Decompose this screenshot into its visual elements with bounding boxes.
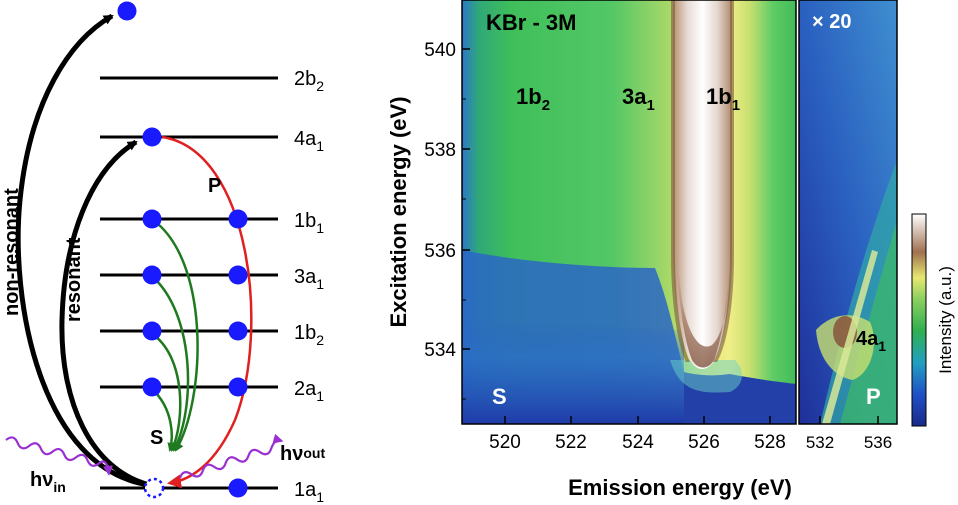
peak-label-1b1: 1b1 [706,84,740,114]
p-panel [799,0,897,424]
electron-4a1 [142,127,162,147]
electron-2a1-right [228,377,248,397]
electron-1b2-left [142,321,162,341]
s-label: S [150,427,163,449]
electron-1b2-right [228,321,248,341]
electron-1a1-right [228,478,248,498]
s-decay-arrow-3a1 [155,279,190,452]
peak-label-1b2: 1b2 [516,84,550,114]
label-2b2: 2b2 [294,68,324,94]
label-3a1: 3a1 [294,266,324,292]
electron-2a1-left [142,377,162,397]
x-axis: 520 522 524 526 528 532 536 [489,416,892,453]
colorbar [911,213,927,427]
energy-level-diagram: 2b2 4a1 1b1 3a1 1b2 2a1 1a1 [1,1,325,505]
y-tick-534: 534 [424,340,456,361]
non-resonant-label: non-resonant [1,188,23,316]
label-1b2: 1b2 [294,322,324,348]
peak-label-4a1: 4a1 [856,328,886,354]
resonant-label: resonant [63,237,85,322]
label-1a1: 1a1 [294,479,324,505]
rixs-map: KBr - 3M × 20 S P 1b2 3a1 1b1 4a1 534 53… [386,0,955,500]
electron-3a1-right [228,265,248,285]
p-decay-arrow [161,135,253,489]
label-4a1: 4a1 [294,128,324,154]
photon-out-wave [178,433,284,479]
x-tick-524: 524 [622,432,654,453]
map-title: KBr - 3M [486,10,576,35]
x-tick-520: 520 [489,432,521,453]
peak-1b1 [673,0,732,369]
label-2a1: 2a1 [294,378,324,404]
s-decay-arrow-1b1 [157,223,199,452]
x-tick-532: 532 [806,433,834,452]
s-decay-arrow-2a1 [154,391,177,452]
label-1b1: 1b1 [294,210,324,236]
corner-p-label: P [866,384,881,409]
colorbar-label: Intensity (a.u.) [936,266,955,374]
resonant-arrow [59,139,151,488]
corner-s-label: S [492,384,507,409]
x-tick-522: 522 [555,432,587,453]
y-tick-538: 538 [424,140,456,161]
x-axis-title: Emission energy (eV) [568,475,792,500]
y-axis-title: Excitation energy (eV) [386,96,411,327]
non-resonant-arrow [15,13,151,488]
photon-in-wave [5,436,113,476]
electron-1b1-right [228,209,248,229]
s-decay-arrow-1b2 [154,335,182,452]
photon-out-label: hνout [280,443,325,465]
x-tick-528: 528 [754,432,786,453]
peak-label-3a1: 3a1 [622,84,655,114]
x-tick-536: 536 [864,433,892,452]
electron-1b1-left [142,209,162,229]
p-label: P [208,175,221,197]
electron-3a1-left [142,265,162,285]
core-hole [143,477,165,499]
y-tick-536: 536 [424,241,456,262]
x-tick-526: 526 [688,432,720,453]
y-tick-540: 540 [424,40,456,61]
photon-in-label: hνin [30,469,66,495]
y-axis: 534 536 538 540 [424,40,470,400]
s-panel [462,0,796,424]
zoom-label: × 20 [812,11,851,33]
electron-top [117,1,137,21]
